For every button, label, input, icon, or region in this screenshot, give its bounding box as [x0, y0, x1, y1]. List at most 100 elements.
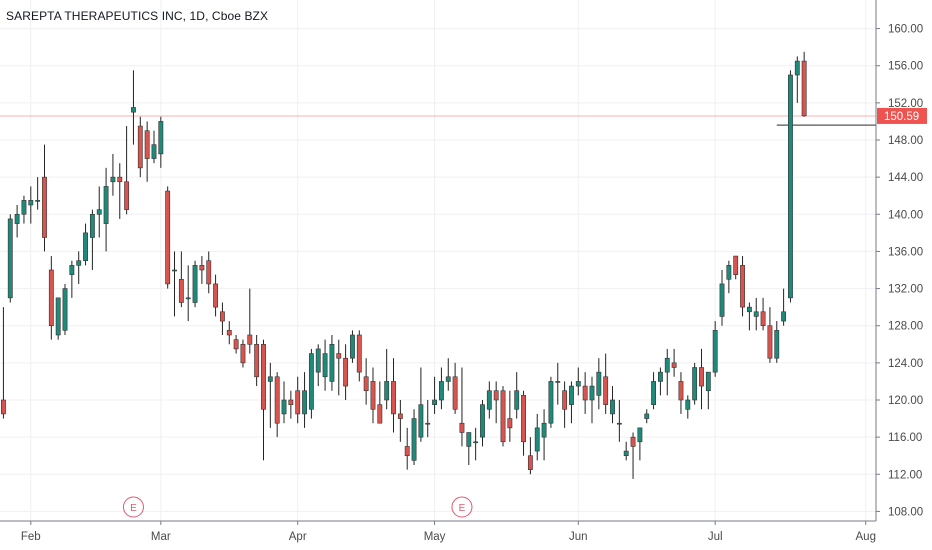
candle[interactable]: [397, 400, 403, 442]
candle[interactable]: [473, 427, 479, 461]
candle[interactable]: [185, 265, 191, 322]
candle[interactable]: [377, 381, 383, 424]
candle[interactable]: [439, 367, 444, 410]
candle[interactable]: [199, 256, 205, 284]
candle[interactable]: [370, 367, 376, 424]
candle[interactable]: [281, 381, 287, 424]
candle[interactable]: [582, 372, 588, 414]
candle[interactable]: [685, 395, 691, 419]
candle[interactable]: [254, 335, 260, 387]
candle[interactable]: [124, 126, 130, 215]
candle[interactable]: [541, 409, 547, 461]
candle[interactable]: [158, 116, 164, 168]
candle[interactable]: [486, 381, 492, 419]
candle[interactable]: [137, 116, 143, 178]
candle[interactable]: [767, 307, 773, 363]
candle[interactable]: [671, 348, 677, 377]
candle[interactable]: [103, 167, 109, 252]
candle[interactable]: [644, 409, 650, 424]
candle[interactable]: [144, 121, 150, 182]
candle[interactable]: [7, 214, 13, 303]
candle[interactable]: [527, 437, 533, 475]
candle[interactable]: [452, 362, 458, 414]
candle[interactable]: [363, 358, 369, 405]
candle[interactable]: [96, 186, 102, 238]
candle[interactable]: [610, 386, 615, 424]
candle[interactable]: [343, 344, 349, 400]
candle[interactable]: [247, 288, 253, 354]
candle[interactable]: [733, 255, 739, 280]
candle[interactable]: [21, 195, 27, 224]
candle[interactable]: [172, 251, 177, 317]
candle[interactable]: [329, 335, 335, 391]
candle[interactable]: [788, 70, 793, 303]
candle[interactable]: [575, 367, 581, 396]
candle[interactable]: [548, 376, 554, 428]
candle[interactable]: [336, 339, 342, 396]
candle[interactable]: [308, 348, 314, 419]
candle[interactable]: [678, 372, 684, 414]
candle[interactable]: [753, 297, 759, 331]
candle[interactable]: [466, 432, 472, 466]
candle[interactable]: [240, 339, 246, 368]
candle[interactable]: [110, 153, 116, 196]
candle[interactable]: [261, 339, 266, 461]
candle[interactable]: [14, 205, 20, 238]
candle[interactable]: [746, 302, 752, 331]
candle[interactable]: [267, 362, 273, 428]
candle[interactable]: [131, 70, 136, 145]
candle[interactable]: [794, 56, 800, 103]
candle[interactable]: [384, 348, 390, 410]
earnings-marker[interactable]: E: [451, 496, 473, 518]
candle[interactable]: [664, 348, 670, 396]
candle[interactable]: [500, 386, 506, 447]
candle[interactable]: [555, 362, 561, 405]
candle[interactable]: [226, 321, 232, 345]
candle[interactable]: [493, 381, 499, 424]
candle[interactable]: [117, 163, 123, 219]
candle[interactable]: [432, 376, 437, 414]
candle[interactable]: [48, 256, 54, 340]
candle[interactable]: [213, 274, 218, 317]
candle[interactable]: [781, 288, 787, 326]
candle[interactable]: [89, 209, 95, 270]
candle[interactable]: [391, 358, 396, 433]
candle[interactable]: [69, 260, 75, 298]
candle[interactable]: [411, 409, 417, 465]
candle[interactable]: [623, 441, 629, 461]
candle[interactable]: [315, 344, 321, 387]
candle[interactable]: [42, 144, 47, 252]
candle[interactable]: [616, 400, 622, 442]
candle[interactable]: [322, 339, 328, 391]
candle[interactable]: [445, 358, 451, 391]
candle[interactable]: [151, 130, 157, 164]
candle[interactable]: [726, 260, 732, 294]
candle[interactable]: [699, 348, 704, 410]
candle[interactable]: [295, 376, 301, 424]
candle[interactable]: [658, 367, 663, 396]
candle[interactable]: [760, 297, 766, 331]
candle[interactable]: [740, 256, 745, 317]
candle[interactable]: [562, 381, 568, 428]
candle[interactable]: [62, 283, 68, 335]
candle[interactable]: [356, 330, 362, 382]
candle[interactable]: [83, 223, 88, 266]
candle[interactable]: [514, 372, 520, 419]
candle[interactable]: [350, 330, 355, 363]
candle[interactable]: [28, 186, 34, 224]
candle[interactable]: [534, 413, 540, 461]
candle[interactable]: [630, 432, 636, 479]
candle[interactable]: [233, 335, 239, 354]
candle[interactable]: [459, 367, 465, 447]
candle[interactable]: [76, 251, 82, 284]
candle[interactable]: [712, 321, 718, 377]
candle[interactable]: [705, 371, 711, 410]
candles[interactable]: [1, 51, 807, 479]
candle[interactable]: [192, 260, 198, 308]
candle[interactable]: [288, 390, 294, 419]
candle[interactable]: [206, 251, 212, 294]
candle[interactable]: [507, 390, 513, 442]
candle[interactable]: [418, 367, 424, 442]
